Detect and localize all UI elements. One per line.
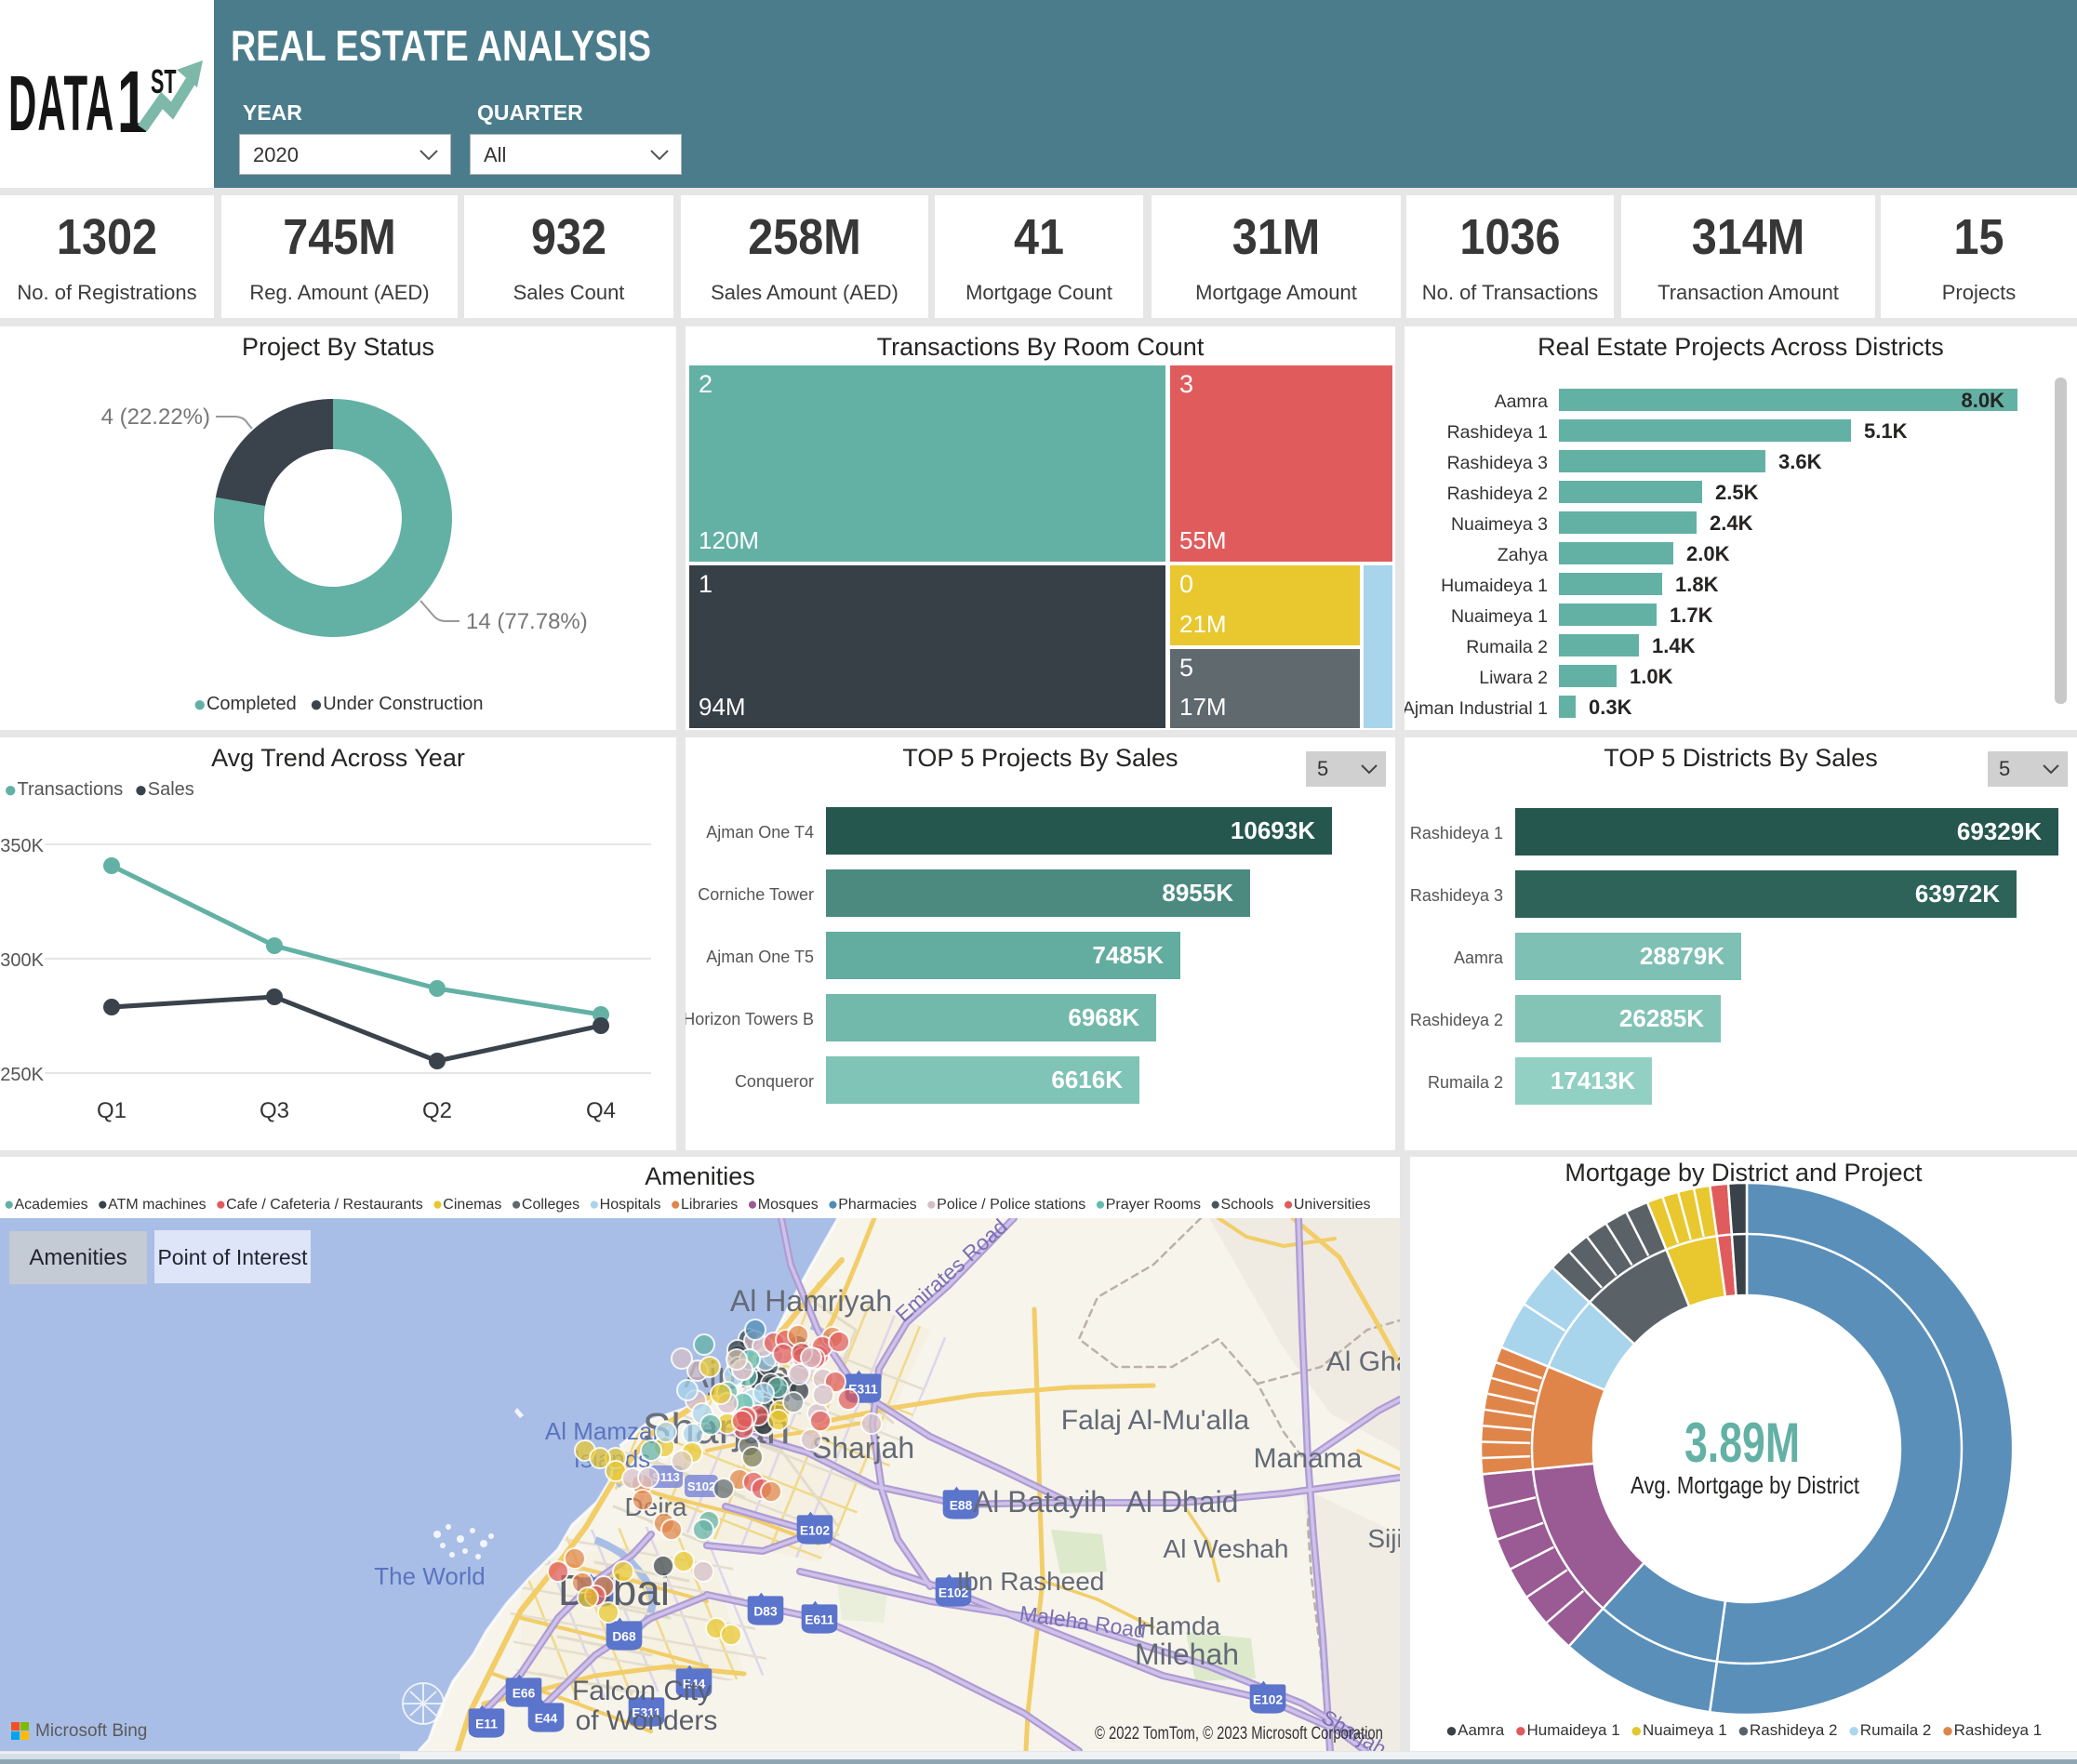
svg-text:Rumaila 2: Rumaila 2 [1466, 637, 1548, 657]
svg-text:Horizon Towers B: Horizon Towers B [686, 1010, 814, 1028]
svg-text:Rashideya 2: Rashideya 2 [1447, 484, 1548, 504]
svg-text:Corniche Tower: Corniche Tower [698, 885, 814, 904]
svg-text:4 (22.22%): 4 (22.22%) [101, 405, 210, 430]
svg-text:3.89M: 3.89M [1684, 1412, 1800, 1474]
svg-text:8955K: 8955K [1162, 879, 1233, 907]
svg-text:E311: E311 [632, 1706, 661, 1720]
svg-text:6616K: 6616K [1051, 1066, 1123, 1094]
svg-text:E66: E66 [513, 1687, 536, 1701]
svg-text:E102: E102 [800, 1524, 831, 1538]
svg-text:Al Dhaid: Al Dhaid [1126, 1485, 1239, 1519]
svg-text:1.7K: 1.7K [1670, 603, 1713, 627]
svg-text:2.4K: 2.4K [1710, 511, 1753, 535]
svg-text:Rumaila 2: Rumaila 2 [1428, 1073, 1503, 1092]
svg-text:Al Ghai: Al Ghai [1326, 1346, 1400, 1377]
svg-text:S113: S113 [652, 1470, 680, 1484]
svg-text:6968K: 6968K [1068, 1003, 1139, 1031]
svg-text:Manama: Manama [1254, 1443, 1363, 1474]
svg-text:1.8K: 1.8K [1675, 573, 1719, 596]
svg-text:17413K: 17413K [1551, 1067, 1635, 1094]
svg-text:10693K: 10693K [1231, 816, 1315, 844]
svg-text:Al Batayih: Al Batayih [973, 1485, 1107, 1519]
svg-text:Nuaimeya 1: Nuaimeya 1 [1451, 606, 1548, 627]
svg-text:5.1K: 5.1K [1864, 419, 1908, 443]
svg-text:0.3K: 0.3K [1589, 696, 1632, 719]
svg-text:Conqueror: Conqueror [735, 1072, 814, 1091]
svg-text:Q2: Q2 [422, 1098, 452, 1123]
svg-text:Aamra: Aamra [1495, 391, 1549, 412]
svg-text:Ajman Industrial 1: Ajman Industrial 1 [1405, 698, 1548, 719]
svg-text:1: 1 [117, 51, 148, 151]
svg-text:Milehah: Milehah [1135, 1638, 1239, 1671]
svg-text:28879K: 28879K [1640, 942, 1724, 970]
svg-text:2.0K: 2.0K [1686, 542, 1730, 565]
svg-text:Hamda: Hamda [1137, 1611, 1221, 1640]
svg-text:DATA: DATA [8, 60, 114, 148]
svg-text:E102: E102 [1253, 1693, 1284, 1707]
svg-text:Rashideya 1: Rashideya 1 [1447, 422, 1548, 443]
svg-text:3.6K: 3.6K [1778, 450, 1822, 473]
svg-text:Ibn Rasheed: Ibn Rasheed [957, 1567, 1105, 1596]
svg-text:Al Hamriyah: Al Hamriyah [730, 1284, 892, 1318]
svg-text:Zahya: Zahya [1498, 545, 1548, 565]
svg-text:S102: S102 [687, 1479, 715, 1493]
svg-text:Rashideya 3: Rashideya 3 [1410, 886, 1503, 905]
svg-text:Nuaimeya 3: Nuaimeya 3 [1451, 514, 1548, 535]
svg-text:E88: E88 [950, 1499, 973, 1513]
svg-text:250K: 250K [0, 1065, 44, 1085]
svg-text:26285K: 26285K [1619, 1004, 1704, 1032]
svg-text:350K: 350K [0, 836, 44, 856]
svg-text:E102: E102 [939, 1586, 969, 1600]
svg-text:D83: D83 [753, 1605, 778, 1619]
svg-text:7485K: 7485K [1092, 941, 1164, 969]
svg-text:The World: The World [374, 1562, 485, 1590]
svg-text:E11: E11 [475, 1718, 498, 1731]
svg-text:300K: 300K [0, 950, 44, 971]
svg-text:Microsoft Bing: Microsoft Bing [35, 1721, 147, 1741]
svg-text:Liwara 2: Liwara 2 [1479, 668, 1548, 688]
svg-text:Ajman One T4: Ajman One T4 [706, 823, 814, 842]
svg-text:69329K: 69329K [1957, 817, 2042, 845]
svg-text:14 (77.78%): 14 (77.78%) [466, 609, 588, 634]
svg-text:Q3: Q3 [260, 1098, 289, 1123]
svg-text:1.0K: 1.0K [1630, 665, 1673, 688]
svg-text:Falcon City: Falcon City [572, 1676, 712, 1706]
svg-text:8.0K: 8.0K [1962, 389, 2005, 412]
svg-text:63972K: 63972K [1915, 880, 2000, 908]
svg-text:Aamra: Aamra [1454, 948, 1504, 967]
svg-text:2.5K: 2.5K [1715, 481, 1759, 504]
svg-text:1.4K: 1.4K [1652, 634, 1696, 657]
svg-text:Avg. Mortgage by District: Avg. Mortgage by District [1631, 1471, 1860, 1499]
svg-text:Ajman One T5: Ajman One T5 [706, 948, 814, 966]
svg-text:Q1: Q1 [97, 1098, 126, 1123]
svg-text:E611: E611 [805, 1613, 834, 1627]
svg-text:Falaj Al-Mu'alla: Falaj Al-Mu'alla [1061, 1405, 1250, 1436]
svg-text:Siji: Siji [1367, 1524, 1400, 1553]
svg-text:Rashideya 2: Rashideya 2 [1410, 1011, 1503, 1029]
svg-text:D68: D68 [612, 1630, 636, 1644]
svg-text:Q4: Q4 [586, 1098, 616, 1123]
svg-text:Rashideya 3: Rashideya 3 [1447, 453, 1548, 473]
svg-text:E44: E44 [683, 1678, 706, 1691]
svg-text:of Wonders: of Wonders [576, 1705, 718, 1736]
svg-text:Al Weshah: Al Weshah [1164, 1534, 1289, 1563]
svg-text:Humaideya 1: Humaideya 1 [1441, 576, 1548, 596]
svg-text:Rashideya 1: Rashideya 1 [1410, 824, 1503, 842]
svg-text:Sharjah: Sharjah [812, 1431, 914, 1465]
svg-text:Al Mamzar: Al Mamzar [545, 1417, 661, 1445]
svg-text:E44: E44 [535, 1712, 558, 1726]
